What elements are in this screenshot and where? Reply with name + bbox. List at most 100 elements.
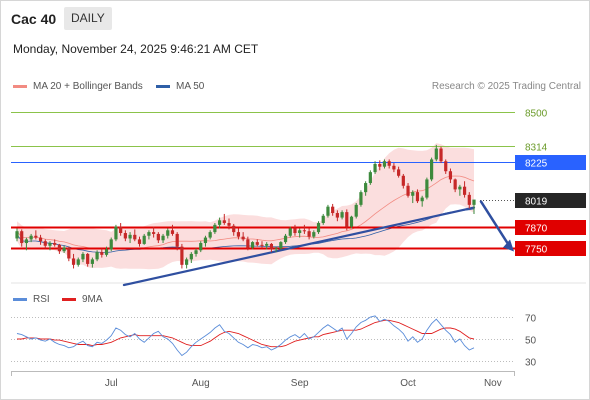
- legend-label-9ma: 9MA: [82, 294, 103, 305]
- legend-label-bollinger: MA 20 + Bollinger Bands: [33, 81, 143, 92]
- candle-body: [213, 224, 217, 233]
- candle-body: [227, 223, 231, 226]
- chart-datetime: Monday, November 24, 2025 9:46:21 AM CET: [13, 42, 259, 56]
- legend-label-ma50: MA 50: [176, 81, 205, 92]
- candle-body: [241, 236, 245, 240]
- candle-body: [316, 223, 321, 233]
- candle-body: [156, 233, 160, 241]
- candle-body: [90, 259, 94, 264]
- x-tick-jul: Jul: [105, 378, 118, 389]
- candle-body: [232, 225, 236, 233]
- candle-body: [340, 212, 344, 218]
- candle-body: [29, 235, 33, 240]
- level-label-8019: 8019: [525, 197, 548, 208]
- candle-body: [378, 163, 382, 167]
- candle-body: [203, 237, 208, 244]
- candle-body: [38, 237, 43, 242]
- candle-body: [34, 235, 38, 238]
- candle-body: [411, 192, 415, 196]
- candle-body: [199, 243, 203, 251]
- candle-body: [142, 235, 146, 244]
- candle-body: [406, 185, 410, 196]
- candle-body: [109, 239, 113, 250]
- candle-body: [288, 228, 292, 236]
- candle-body: [147, 232, 151, 236]
- candle-body: [236, 232, 241, 237]
- candle-body: [250, 242, 255, 248]
- candle-body: [166, 230, 170, 236]
- candle-body: [81, 253, 85, 260]
- instrument-name: Cac 40: [11, 11, 57, 27]
- candle-body: [24, 239, 29, 244]
- candle-body: [152, 232, 156, 234]
- candle-body: [420, 197, 424, 202]
- rsi-tick-30: 30: [525, 358, 537, 369]
- candle-body: [359, 192, 363, 205]
- candle-body: [119, 226, 123, 234]
- candle-body: [53, 243, 57, 245]
- candle-body: [43, 241, 47, 246]
- candle-body: [382, 161, 387, 167]
- legend-ma50: MA 50: [156, 81, 204, 92]
- legend-9ma: 9MA: [62, 294, 103, 305]
- candle-body: [458, 186, 462, 190]
- legend-bollinger: MA 20 + Bollinger Bands: [13, 81, 143, 92]
- candle-body: [312, 232, 316, 237]
- legend-rsi: RSI: [13, 294, 50, 305]
- candle-body: [15, 231, 19, 239]
- rsi-tick-70: 70: [525, 314, 537, 325]
- legend-swatch-bollinger: [13, 84, 27, 88]
- candle-body: [123, 233, 127, 239]
- projection-arrow: [479, 200, 511, 247]
- projection-arrowhead: [503, 239, 514, 252]
- candle-body: [335, 213, 339, 218]
- level-label-8225: 8225: [525, 159, 548, 170]
- candle-body: [137, 239, 142, 244]
- candle-body: [439, 148, 443, 162]
- candle-body: [467, 194, 471, 205]
- candle-body: [354, 204, 358, 217]
- candle-body: [208, 232, 212, 238]
- candle-body: [307, 231, 311, 237]
- candle-body: [401, 175, 405, 186]
- candle-body: [189, 253, 193, 260]
- rsi-tick-50: 50: [525, 336, 537, 347]
- level-tag-8019: [515, 193, 586, 208]
- candle-body: [185, 259, 189, 265]
- candle-body: [57, 244, 62, 252]
- legend-swatch-9ma: [62, 297, 76, 301]
- chart-header: Cac 40 DAILY: [0, 0, 590, 36]
- x-tick-sep: Sep: [291, 378, 309, 389]
- candle-body: [444, 161, 448, 172]
- candle-body: [293, 228, 297, 234]
- candle-body: [128, 234, 132, 239]
- chart-credit: Research © 2025 Trading Central: [431, 81, 581, 92]
- candle-body: [104, 249, 109, 255]
- candle-body: [462, 186, 467, 195]
- candle-body: [175, 233, 179, 247]
- x-tick-nov: Nov: [484, 378, 502, 389]
- candle-body: [274, 248, 278, 250]
- candle-body: [283, 235, 288, 243]
- candle-body: [434, 148, 438, 160]
- x-tick-aug: Aug: [192, 378, 210, 389]
- timeframe-badge[interactable]: DAILY: [64, 7, 112, 30]
- candle-body: [279, 242, 283, 249]
- candle-body: [20, 231, 24, 244]
- candle-body: [217, 220, 222, 225]
- candle-body: [114, 226, 118, 240]
- candle-body: [349, 216, 354, 227]
- candle-body: [425, 179, 429, 198]
- candle-body: [364, 183, 368, 193]
- candle-body: [48, 243, 52, 246]
- candle-body: [321, 215, 325, 224]
- candle-body: [265, 243, 269, 246]
- candle-body: [302, 230, 306, 232]
- candle-body: [453, 179, 457, 190]
- candle-body: [345, 212, 349, 227]
- candle-body: [161, 235, 165, 241]
- level-label-7750: 7750: [525, 245, 548, 256]
- candle-body: [86, 253, 90, 264]
- level-tag-7750: [515, 241, 586, 256]
